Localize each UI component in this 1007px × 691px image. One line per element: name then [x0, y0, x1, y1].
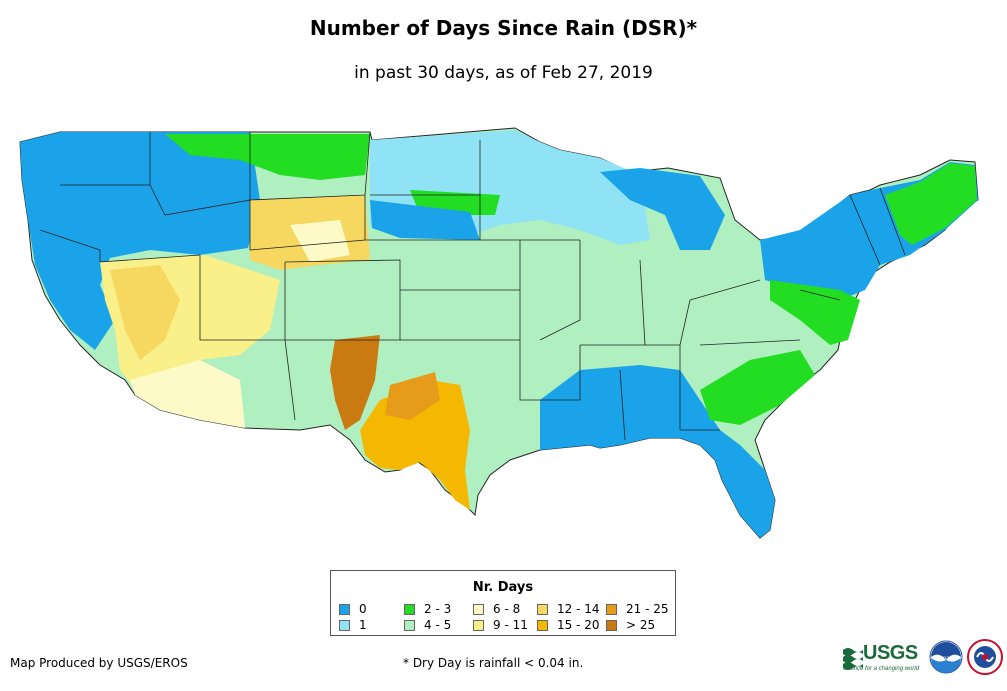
legend-swatch: [339, 619, 350, 631]
legend-swatch: [537, 619, 548, 631]
legend-item-9-11: 9 - 11: [473, 619, 528, 631]
legend-title: Nr. Days: [472, 580, 534, 595]
state-boundaries: [39, 131, 906, 441]
legend-swatch: [537, 603, 548, 615]
usgs-wordmark: USGS: [863, 642, 918, 664]
region-montana-green: [165, 134, 370, 180]
region-new-england-green: [885, 163, 977, 245]
region-texas-orange: [385, 372, 440, 420]
agency-logos: USGS science for a changing world noaa: [843, 638, 1005, 678]
region-southwest-pale: [130, 360, 245, 428]
legend-item-4-5: 4 - 5: [404, 619, 451, 631]
region-southeast-wet: [540, 365, 775, 538]
map-title: Number of Days Since Rain (DSR)*: [309, 16, 698, 40]
legend-item-15-20: 15 - 20: [537, 619, 600, 631]
svg-text:noaa: noaa: [939, 655, 954, 662]
legend-swatch: [606, 603, 617, 615]
map-subtitle: in past 30 days, as of Feb 27, 2019: [354, 63, 653, 83]
noaa-logo-icon: noaa: [929, 640, 963, 674]
legend-swatch: [606, 619, 617, 631]
legend-swatch: [404, 619, 415, 631]
legend-item-0: 0: [339, 603, 367, 615]
legend-swatch: [339, 603, 350, 615]
legend-swatch: [404, 603, 415, 615]
us-dsr-map: [19, 127, 979, 539]
map-credit: Map Produced by USGS/EROS: [10, 656, 188, 670]
region-colorado-cool: [290, 220, 350, 262]
region-dakotas-blue: [370, 200, 480, 240]
legend-item-2-3: 2 - 3: [404, 603, 451, 615]
usgs-tagline: science for a changing world: [843, 666, 920, 672]
legend-item-21-25: 21 - 25: [606, 603, 669, 615]
region-mid-atlantic-green: [770, 280, 860, 345]
region-west-wet: [20, 132, 260, 350]
usgs-logo-icon: [843, 648, 863, 670]
legend: Nr. Days 0 1 2 - 3 4 - 5 6 - 8 9 - 11 12…: [330, 570, 676, 636]
region-michigan-wet: [600, 168, 725, 250]
legend-item-over-25: > 25: [606, 619, 655, 631]
region-carolinas-green: [700, 350, 815, 425]
legend-item-12-14: 12 - 14: [537, 603, 600, 615]
region-west-texas-severe: [330, 335, 380, 430]
region-nevada-dry: [110, 265, 180, 360]
legend-item-1: 1: [339, 619, 367, 631]
legend-swatch: [473, 619, 484, 631]
dry-day-note: * Dry Day is rainfall < 0.04 in.: [403, 656, 584, 670]
legend-item-6-8: 6 - 8: [473, 603, 520, 615]
nws-logo-icon: [967, 639, 1003, 675]
legend-swatch: [473, 603, 484, 615]
